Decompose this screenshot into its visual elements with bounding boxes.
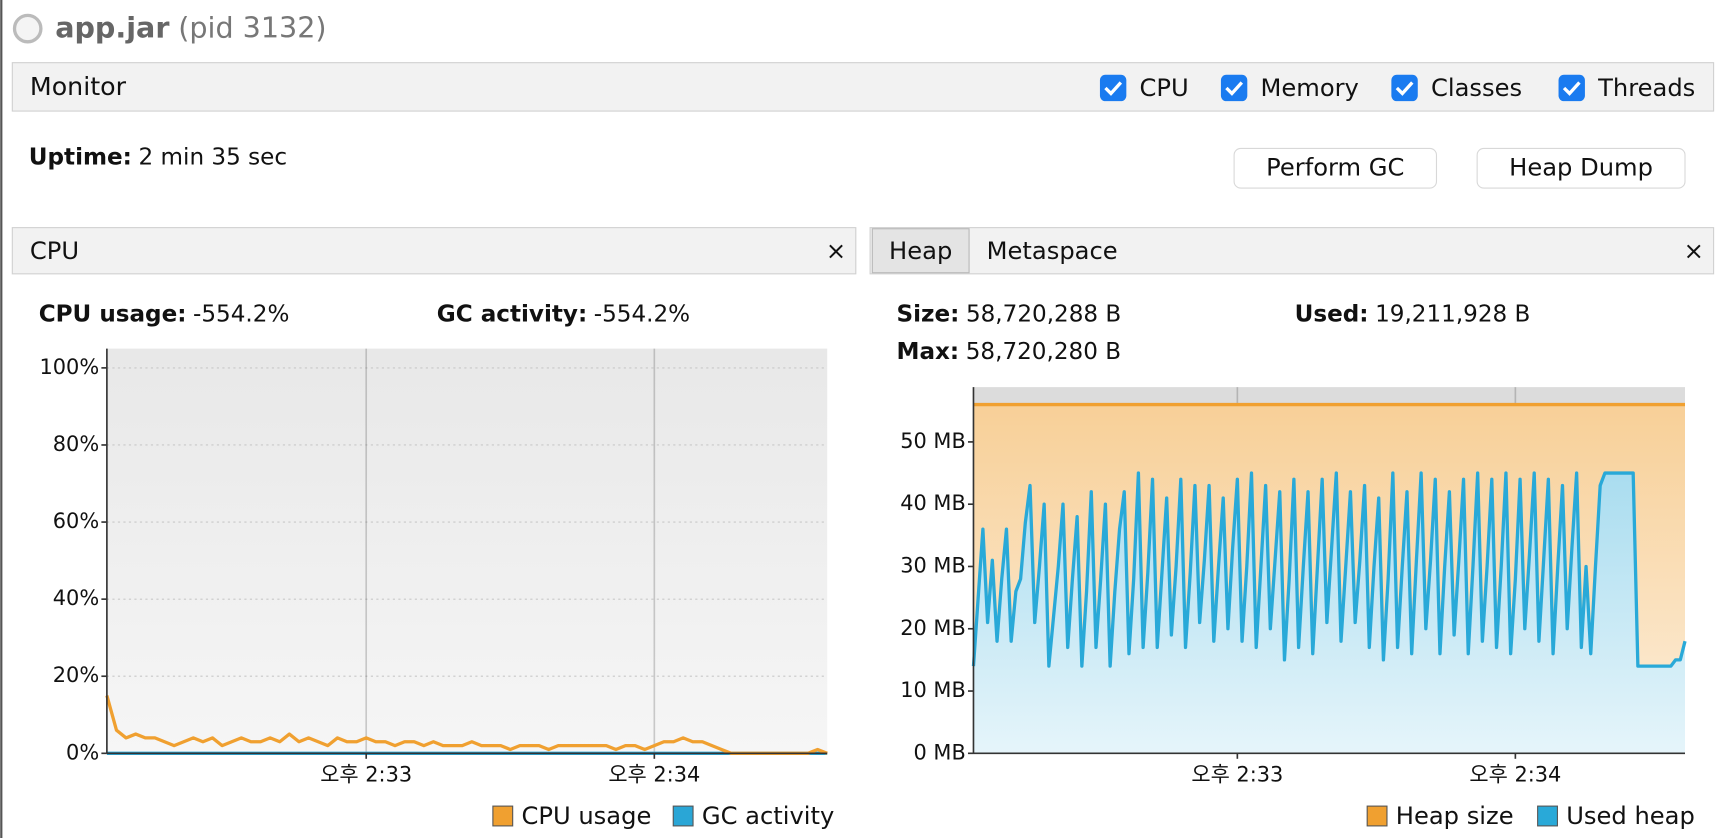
stat-label: GC activity:: [437, 301, 587, 327]
x-tick-label: 오후 2:34: [1469, 762, 1561, 786]
x-tick-label: 오후 2:33: [1191, 762, 1283, 786]
legend-label: GC activity: [702, 802, 834, 830]
stat: Max: 58,720,280 B: [896, 338, 1121, 364]
checkbox[interactable]: [1391, 74, 1418, 102]
toolbar-title: Monitor: [30, 72, 127, 101]
memory-panel-header: [869, 227, 1715, 275]
button[interactable]: [1233, 147, 1438, 189]
stat-value: -554.2%: [594, 301, 690, 327]
x-tick-label: 오후 2:34: [608, 762, 700, 786]
cpu-tab[interactable]: CPU: [30, 237, 79, 265]
y-tick-label: 30 MB: [900, 553, 966, 577]
button[interactable]: [1476, 147, 1686, 189]
plot-area: [106, 348, 828, 754]
stat: Size: 58,720,288 B: [896, 301, 1121, 327]
y-tick-label: 0%: [66, 740, 99, 764]
legend-swatch: [492, 805, 514, 827]
app-pid: (pid 3132): [178, 11, 326, 45]
app-title: app.jar (pid 3132): [55, 11, 326, 45]
metaspace-tab[interactable]: Metaspace: [987, 237, 1118, 265]
stat-value: 58,720,280 B: [966, 338, 1121, 364]
cpu-panel-header: [11, 227, 857, 275]
checkbox-label[interactable]: Classes: [1431, 74, 1522, 102]
uptime-label: Uptime:: [29, 144, 132, 170]
checkbox[interactable]: [1099, 74, 1127, 102]
status-icon: [12, 13, 43, 44]
check-mark: [1562, 81, 1581, 96]
stat-value: -554.2%: [193, 301, 289, 327]
y-tick-label: 60%: [53, 509, 99, 533]
close-button[interactable]: ×: [1684, 237, 1704, 265]
y-tick-label: 80%: [53, 432, 99, 456]
app-name: app.jar: [55, 11, 170, 45]
y-tick-label: 20%: [53, 663, 99, 687]
y-tick-label: 100%: [39, 355, 99, 379]
check-mark: [1225, 81, 1244, 96]
series-line: [971, 471, 1687, 668]
checkbox-label[interactable]: CPU: [1140, 74, 1189, 102]
legend-swatch: [1366, 805, 1388, 827]
button-label[interactable]: Perform GC: [1266, 153, 1404, 181]
y-tick-label: 0 MB: [914, 740, 966, 764]
heap-tab-bg: [871, 228, 970, 274]
checkbox[interactable]: [1558, 74, 1585, 102]
stat-label: CPU usage:: [39, 301, 187, 327]
x-tick-label: 오후 2:33: [320, 762, 412, 786]
stat: Used: 19,211,928 B: [1295, 301, 1531, 327]
uptime-value: 2 min 35 sec: [139, 144, 287, 170]
stat-label: Max:: [896, 338, 959, 364]
y-tick-label: 40 MB: [900, 491, 966, 515]
series-line: [105, 695, 828, 755]
legend-label: CPU usage: [521, 802, 651, 830]
check-mark: [1395, 81, 1414, 96]
checkbox[interactable]: [1220, 74, 1248, 102]
y-tick-label: 40%: [53, 586, 99, 610]
stat-label: Size:: [896, 301, 959, 327]
button-label[interactable]: Heap Dump: [1509, 153, 1653, 181]
check-mark: [1104, 81, 1123, 96]
legend-swatch: [672, 805, 694, 827]
stat-value: 58,720,288 B: [966, 301, 1121, 327]
heap-tab[interactable]: Heap: [889, 237, 952, 265]
y-tick-label: 50 MB: [900, 429, 966, 453]
stat-value: 19,211,928 B: [1375, 301, 1530, 327]
legend-label: Heap size: [1396, 802, 1514, 830]
stat: GC activity: -554.2%: [437, 301, 690, 327]
stat-label: Used:: [1295, 301, 1369, 327]
y-tick-label: 10 MB: [900, 678, 966, 702]
toolbar: [11, 62, 1715, 112]
checkbox-label[interactable]: Threads: [1597, 74, 1695, 102]
stat: CPU usage: -554.2%: [39, 301, 290, 327]
y-tick-label: 20 MB: [900, 616, 966, 640]
checkbox-label[interactable]: Memory: [1261, 74, 1359, 102]
legend-label: Used heap: [1566, 802, 1695, 830]
legend-swatch: [1537, 805, 1558, 827]
uptime: Uptime: 2 min 35 sec: [29, 144, 287, 170]
close-button[interactable]: ×: [826, 237, 846, 265]
